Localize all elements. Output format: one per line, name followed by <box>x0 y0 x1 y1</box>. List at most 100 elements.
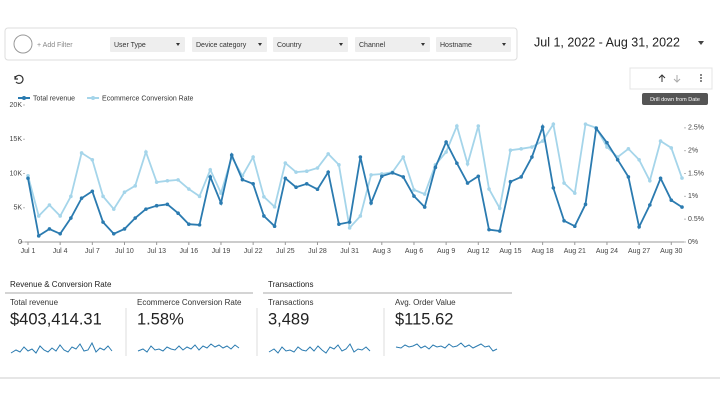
point <box>251 155 255 159</box>
point <box>465 181 470 185</box>
y-tick-label: 10K <box>10 170 23 177</box>
filter-chip[interactable] <box>273 37 348 52</box>
point <box>208 168 213 172</box>
point <box>165 179 170 183</box>
point <box>144 207 148 211</box>
filter-chip[interactable] <box>110 37 185 52</box>
point <box>36 234 41 238</box>
filter-label[interactable]: User Type <box>114 42 146 49</box>
point <box>272 205 277 209</box>
point <box>304 169 309 174</box>
card-label: Avg. Order Value <box>395 298 456 307</box>
point <box>358 214 363 218</box>
card-label: Ecommerce Conversion Rate <box>137 298 242 307</box>
x-tick-label: Aug 3 <box>373 248 391 255</box>
x-tick-label: Jul 13 <box>147 248 166 255</box>
point <box>594 126 599 131</box>
point <box>69 194 73 199</box>
point <box>369 201 373 205</box>
y2-tick-label: 2% <box>688 148 698 155</box>
point <box>572 224 577 229</box>
point <box>465 162 470 166</box>
filter-icon[interactable] <box>13 34 33 54</box>
x-tick-label: Jul 1 <box>21 248 36 255</box>
more-icon[interactable] <box>700 74 702 82</box>
filter-chip[interactable] <box>436 37 511 52</box>
point <box>380 174 384 179</box>
point <box>133 184 138 188</box>
point <box>58 214 62 218</box>
x-tick-label: Aug 21 <box>564 248 586 255</box>
chip-arrow <box>176 43 180 46</box>
point <box>540 139 545 143</box>
point <box>26 176 30 181</box>
point <box>294 185 298 189</box>
point <box>358 155 363 159</box>
drill-down-icon[interactable] <box>673 75 681 83</box>
filter-chip[interactable] <box>192 37 267 52</box>
filter-label[interactable]: Channel <box>359 42 386 49</box>
point <box>79 196 84 200</box>
undo-icon[interactable] <box>14 74 24 84</box>
point <box>90 158 95 162</box>
card-value: 1.58% <box>137 310 184 328</box>
point <box>154 203 159 208</box>
point <box>315 166 320 170</box>
x-tick-label: Aug 6 <box>405 248 423 255</box>
point <box>562 181 566 185</box>
point <box>262 214 266 218</box>
point <box>508 179 513 184</box>
drill-up-icon[interactable] <box>658 74 666 82</box>
point <box>422 192 427 196</box>
x-tick-label: Aug 15 <box>499 248 521 255</box>
x-tick-label: Jul 31 <box>340 248 359 255</box>
point <box>240 177 245 182</box>
x-tick-label: Jul 4 <box>53 248 68 255</box>
point <box>605 140 609 145</box>
point <box>26 173 30 178</box>
x-tick-label: Jul 25 <box>276 248 295 255</box>
x-tick-label: Jul 28 <box>308 248 327 255</box>
point <box>283 161 288 165</box>
point <box>669 146 674 150</box>
point <box>487 227 491 232</box>
point <box>680 176 684 180</box>
point <box>412 194 416 198</box>
legend-label: Ecommerce Conversion Rate <box>102 95 194 102</box>
point <box>47 227 52 231</box>
point <box>508 148 513 153</box>
card-value: $115.62 <box>395 310 453 328</box>
point <box>583 122 588 126</box>
point <box>455 161 459 166</box>
legend-dot <box>91 96 96 100</box>
add-filter[interactable]: + Add Filter <box>37 42 73 49</box>
x-tick-label: Jul 19 <box>212 248 231 255</box>
date-dropdown-arrow[interactable] <box>698 41 704 45</box>
sparkline <box>137 343 240 353</box>
point <box>658 176 663 181</box>
filter-label[interactable]: Hostname <box>440 42 472 49</box>
date-range[interactable]: Jul 1, 2022 - Aug 31, 2022 <box>534 35 680 49</box>
point <box>680 205 684 209</box>
point <box>176 211 180 216</box>
point <box>294 170 298 174</box>
point <box>669 198 674 203</box>
point <box>626 175 631 179</box>
point <box>455 124 459 128</box>
group-title: Revenue & Conversion Rate <box>10 280 112 289</box>
chip-arrow <box>258 43 262 46</box>
filter-label[interactable]: Device category <box>196 42 247 49</box>
legend-dot <box>22 96 26 100</box>
chart-toolbar <box>629 67 713 90</box>
filter-chip[interactable] <box>355 37 430 52</box>
point <box>433 165 438 170</box>
chip-arrow <box>502 43 506 46</box>
filter-label[interactable]: Country <box>277 42 302 49</box>
x-tick-label: Jul 7 <box>85 248 100 255</box>
point <box>101 194 105 199</box>
point <box>422 205 427 209</box>
point <box>262 194 266 199</box>
point <box>658 139 663 143</box>
point <box>58 231 62 236</box>
